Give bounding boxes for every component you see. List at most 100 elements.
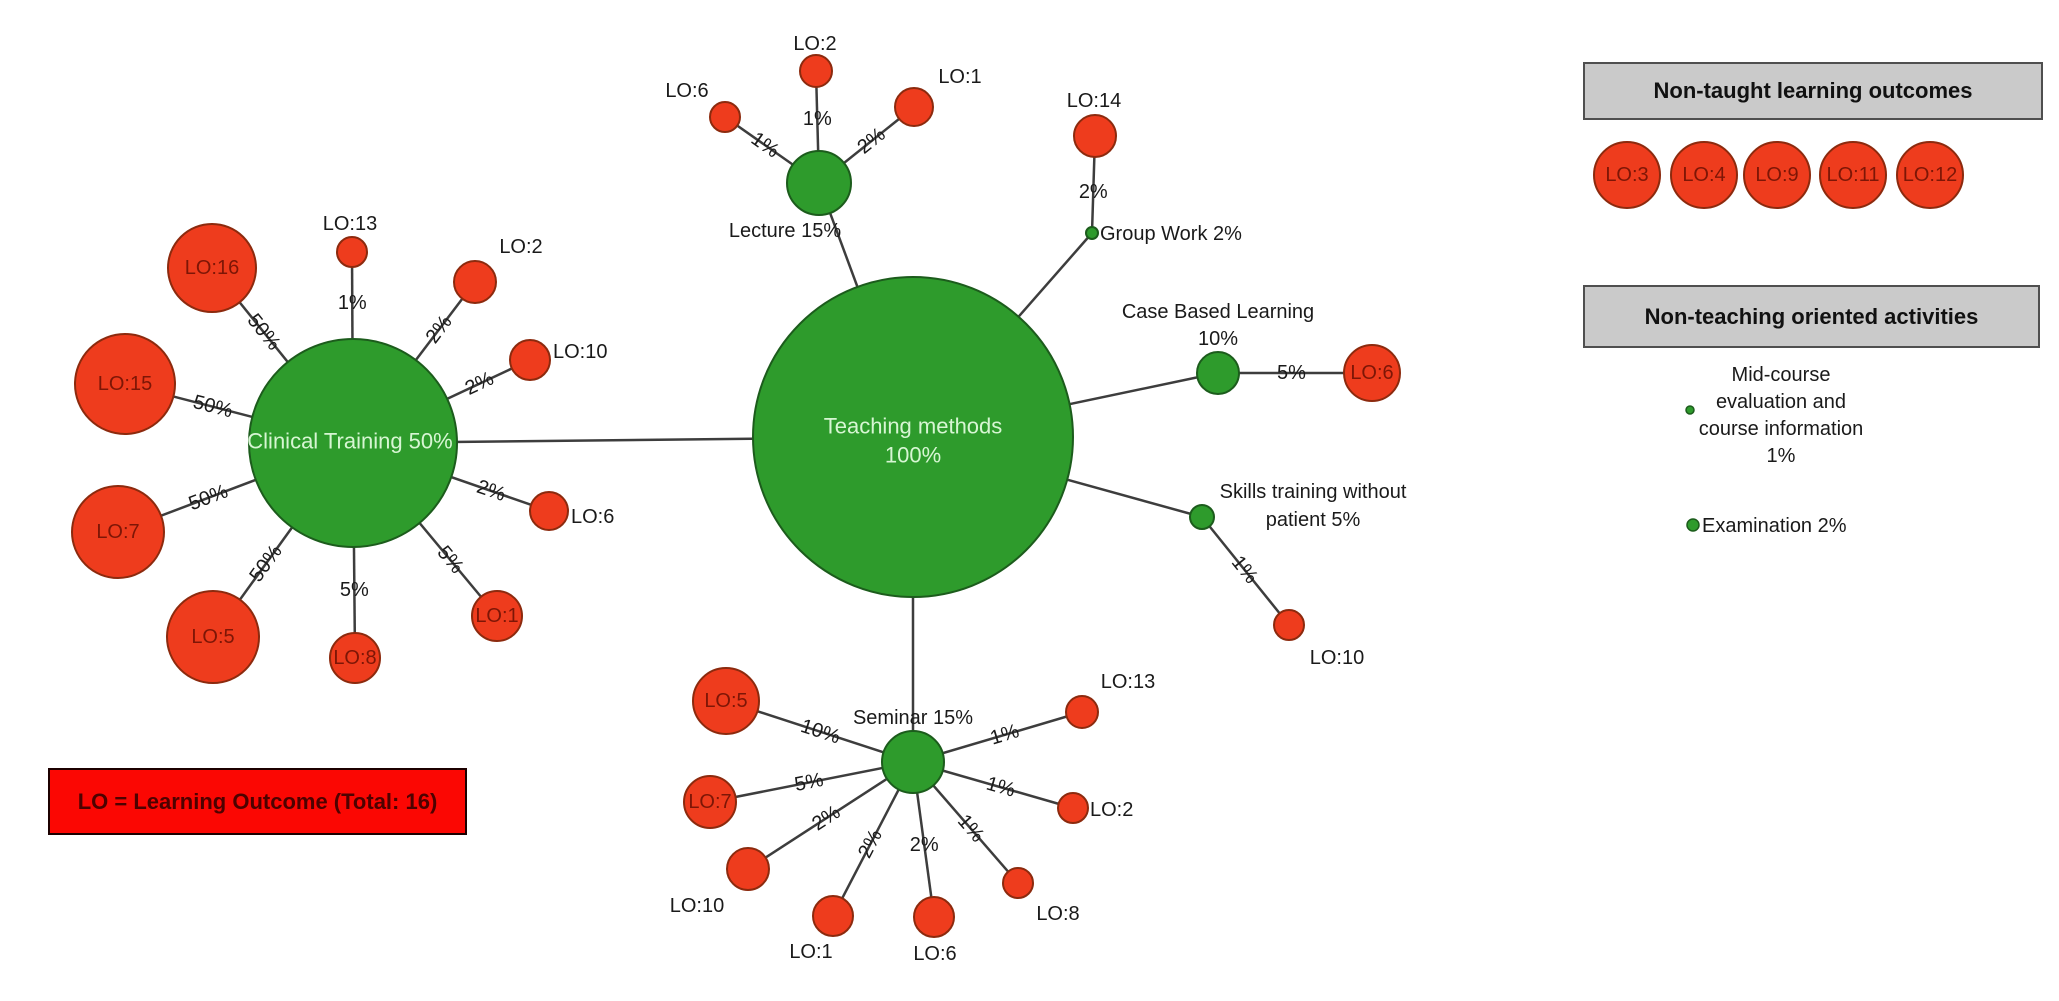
label-lec-lo2: LO:2 — [793, 33, 836, 55]
label-skills: Skills training without — [1220, 481, 1407, 503]
label-ct-lo16: LO:16 — [185, 257, 239, 279]
label-gw: Group Work 2% — [1100, 223, 1242, 245]
node-lecture — [786, 150, 852, 216]
edge-label-ct-ct-lo2: 2% — [422, 311, 457, 347]
non-taught-outcome-label-LO:9: LO:9 — [1755, 164, 1798, 186]
label-gw-lo14: LO:14 — [1067, 90, 1121, 112]
non-taught-outcome-label-LO:4: LO:4 — [1682, 164, 1725, 186]
node-sem-lo13 — [1065, 695, 1099, 729]
activity-dot-0 — [1685, 405, 1695, 415]
node-sem-lo7 — [683, 775, 737, 829]
node-sem-lo8 — [1002, 867, 1034, 899]
node-ct-lo15 — [74, 333, 176, 435]
node-ct-lo8 — [329, 632, 381, 684]
edge-label-ct-ct-lo1: 5% — [433, 542, 469, 578]
activity-label-0: course information — [1699, 418, 1864, 440]
non-teaching-activities-header: Non-teaching oriented activities — [1583, 285, 2040, 348]
node-lec-lo6 — [709, 101, 741, 133]
node-sk-lo10 — [1273, 609, 1305, 641]
label-ct-lo13: LO:13 — [323, 213, 377, 235]
edge-label-ct-ct-lo16: 50% — [243, 310, 285, 355]
node-cbl-lo6 — [1343, 344, 1401, 402]
edge-label-seminar-sem-lo10: 2% — [808, 801, 844, 835]
node-sem-lo1 — [812, 895, 854, 937]
label-sem-lo13: LO:13 — [1101, 671, 1155, 693]
edge-label-lecture-lec-lo6: 1% — [747, 128, 783, 163]
edge-label-seminar-sem-lo7: 5% — [793, 769, 826, 796]
label-lec-lo6: LO:6 — [665, 80, 708, 102]
label-ct-lo6: LO:6 — [571, 506, 614, 528]
non-taught-outcome-LO:4 — [1670, 141, 1738, 209]
non-taught-outcomes-header: Non-taught learning outcomes — [1583, 62, 2043, 120]
activity-label-0: Mid-course — [1732, 364, 1831, 386]
node-gw — [1085, 226, 1099, 240]
edge-label-skills-sk-lo10: 1% — [1227, 552, 1262, 588]
activity-label-1: Examination 2% — [1702, 515, 1847, 537]
label-sem-lo5: LO:5 — [704, 690, 747, 712]
label-ct-lo10: LO:10 — [553, 341, 607, 363]
edge-label-ct-ct-lo10: 2% — [462, 367, 498, 399]
label-ct-lo8: LO:8 — [333, 647, 376, 669]
non-taught-outcome-LO:3 — [1593, 141, 1661, 209]
non-taught-outcome-LO:11 — [1819, 141, 1887, 209]
activity-label-0: 1% — [1767, 445, 1796, 467]
edge-label-ct-ct-lo13: 1% — [338, 292, 367, 314]
label-seminar: Seminar 15% — [853, 707, 973, 729]
non-taught-outcome-LO:9 — [1743, 141, 1811, 209]
label-ct-lo15: LO:15 — [98, 373, 152, 395]
edge-label-seminar-sem-lo6: 2% — [910, 834, 939, 856]
label-layer: 50%1%2%2%50%2%50%5%50%5%1%1%2%2%5%1%10%5… — [96, 33, 1957, 965]
node-cbl — [1196, 351, 1240, 395]
label-cbl: 10% — [1198, 328, 1238, 350]
label-ct-lo5: LO:5 — [191, 626, 234, 648]
node-sem-lo5 — [692, 667, 760, 735]
non-taught-outcome-label-LO:3: LO:3 — [1605, 164, 1648, 186]
label-tm: 100% — [885, 443, 941, 468]
node-ct-lo7 — [71, 485, 165, 579]
node-lec-lo2 — [799, 54, 833, 88]
edge-label-seminar-sem-lo2: 1% — [984, 773, 1018, 802]
edge-label-seminar-sem-lo13: 1% — [988, 720, 1022, 749]
label-lecture: Lecture 15% — [729, 220, 842, 242]
label-sem-lo6: LO:6 — [913, 943, 956, 965]
edge-label-ct-ct-lo15: 50% — [191, 391, 235, 422]
node-sem-lo6 — [913, 896, 955, 938]
activity-label-0: evaluation and — [1716, 391, 1846, 413]
edge-label-cbl-cbl-lo6: 5% — [1277, 362, 1306, 384]
legend-text: LO = Learning Outcome (Total: 16) — [77, 788, 438, 814]
label-sem-lo7: LO:7 — [688, 791, 731, 813]
non-teaching-activities-title: Non-teaching oriented activities — [1644, 303, 1979, 329]
edge-label-ct-ct-lo7: 50% — [186, 480, 231, 515]
edge-label-lecture-lec-lo2: 1% — [803, 108, 832, 130]
node-ct-lo6 — [529, 491, 569, 531]
non-taught-outcome-label-LO:12: LO:12 — [1903, 164, 1957, 186]
node-ct-lo2 — [453, 260, 497, 304]
node-ct-lo5 — [166, 590, 260, 684]
node-ct-lo16 — [167, 223, 257, 313]
node-sem-lo10 — [726, 847, 770, 891]
node-ct-lo1 — [471, 590, 523, 642]
node-layer — [71, 54, 1964, 938]
node-skills — [1189, 504, 1215, 530]
label-tm: Teaching methods — [824, 414, 1003, 439]
node-lec-lo1 — [894, 87, 934, 127]
node-sem-lo2 — [1057, 792, 1089, 824]
node-ct-lo10 — [509, 339, 551, 381]
node-seminar — [881, 730, 945, 794]
edge-label-seminar-sem-lo5: 10% — [798, 715, 843, 748]
label-sk-lo10: LO:10 — [1310, 647, 1364, 669]
label-sem-lo10: LO:10 — [670, 895, 724, 917]
edge-label-seminar-sem-lo1: 2% — [854, 826, 887, 862]
edge-seminar-sem-lo10 — [747, 760, 914, 871]
non-taught-outcome-label-LO:11: LO:11 — [1827, 164, 1880, 186]
label-sem-lo2: LO:2 — [1090, 799, 1133, 821]
non-taught-outcome-LO:12 — [1896, 141, 1964, 209]
edge-label-ct-ct-lo6: 2% — [474, 476, 509, 506]
edge-label-gw-gw-lo14: 2% — [1079, 181, 1108, 203]
label-skills: patient 5% — [1266, 509, 1361, 531]
non-taught-outcomes-title: Non-taught learning outcomes — [1653, 78, 1973, 103]
node-ct — [248, 338, 458, 548]
node-gw-lo14 — [1073, 114, 1117, 158]
label-sem-lo8: LO:8 — [1036, 903, 1079, 925]
